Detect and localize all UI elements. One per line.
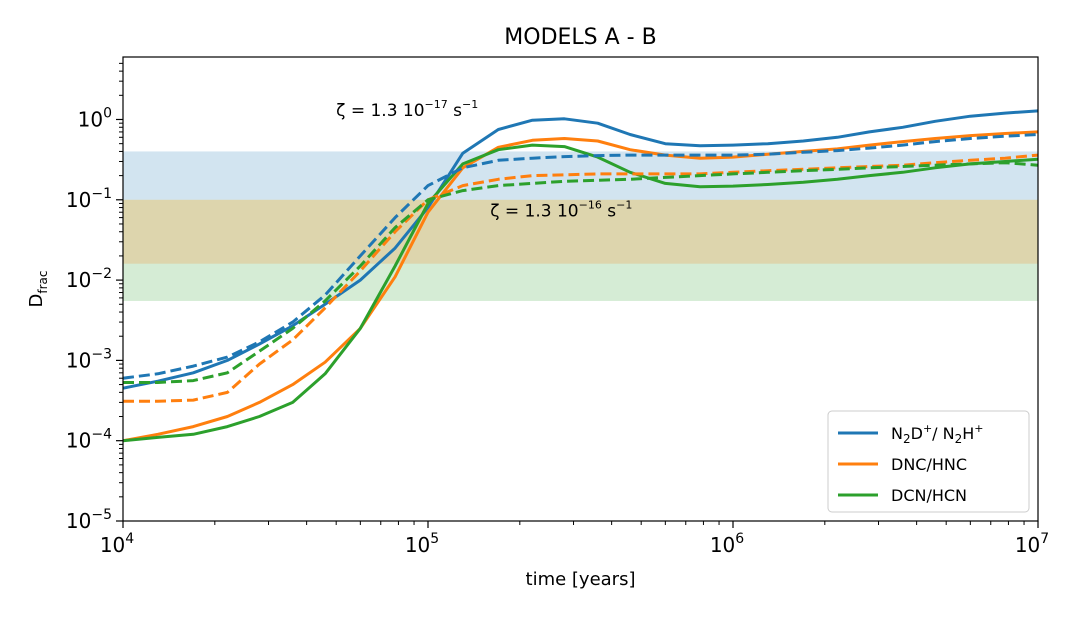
x-axis-ticks: 104 105 106 107 <box>100 521 1049 557</box>
y-tick-exponent: −2 <box>91 266 112 282</box>
y-axis-label-sub: frac <box>36 271 50 294</box>
series-line-3-solid <box>122 143 1039 443</box>
y-tick-base: 10 <box>66 348 91 372</box>
y-tick-label-1: 10−5 <box>66 507 112 533</box>
annotation-zeta-16: ζ = 1.3 10−16 s−1 <box>490 198 632 221</box>
legend-entry-2: DNC/HNC <box>838 455 967 474</box>
legend-entry-3: DCN/HCN <box>838 486 967 505</box>
x-tick-exponent: 7 <box>1040 531 1049 547</box>
series-line-2-solid <box>122 130 1039 443</box>
y-tick-base: 10 <box>66 509 91 533</box>
x-tick-label-1: 104 <box>100 531 134 557</box>
y-tick-label-4: 10−2 <box>66 266 112 292</box>
x-tick-exponent: 4 <box>125 531 134 547</box>
band-3 <box>123 199 1038 264</box>
y-tick-exponent: −3 <box>91 346 112 362</box>
legend-label-dcn: DCN/HCN <box>891 486 967 505</box>
x-tick-exponent: 5 <box>430 531 439 547</box>
y-tick-base: 10 <box>66 268 91 292</box>
x-tick-label-2: 105 <box>405 531 439 557</box>
series-line-5-dashed <box>123 153 1039 403</box>
y-tick-exponent: −5 <box>91 507 112 523</box>
y-tick-label-5: 10−1 <box>66 186 112 212</box>
legend-label-n2d: N2D+/ N2H+ <box>891 422 984 446</box>
x-tick-exponent: 6 <box>735 531 744 547</box>
x-tick-label-4: 107 <box>1015 531 1049 557</box>
y-tick-label-6: 100 <box>78 105 112 131</box>
x-axis-label: time [years] <box>526 569 636 590</box>
y-axis-label: Dfrac <box>26 271 50 308</box>
series-lines <box>122 109 1039 443</box>
series-line-6-dashed <box>123 161 1039 384</box>
legend-box <box>827 410 1030 513</box>
band-2 <box>123 199 1038 301</box>
legend: N2D+/ N2H+ DNC/HNC DCN/HCN <box>827 410 1030 513</box>
annotations: ζ = 1.3 10−17 s−1 ζ = 1.3 10−16 s−1 <box>336 98 632 221</box>
shaded-bands <box>123 151 1038 301</box>
band-1 <box>123 151 1038 200</box>
y-tick-base: 10 <box>66 188 91 212</box>
y-tick-exponent: −1 <box>91 186 112 202</box>
y-tick-base: 10 <box>78 107 103 131</box>
series-line-1-solid <box>122 109 1039 390</box>
legend-entry-1: N2D+/ N2H+ <box>838 422 984 446</box>
y-tick-base: 10 <box>66 429 91 453</box>
x-tick-label-3: 106 <box>710 531 744 557</box>
chart-title: MODELS A - B <box>504 25 656 50</box>
y-tick-exponent: 0 <box>103 105 112 121</box>
y-axis-label-base: D <box>26 294 47 308</box>
plot-frame <box>122 56 1039 522</box>
y-tick-label-2: 10−4 <box>66 427 112 453</box>
series-line-4-dashed <box>122 133 1039 380</box>
y-tick-label-3: 10−3 <box>66 346 112 372</box>
annotation-zeta-17: ζ = 1.3 10−17 s−1 <box>336 98 478 121</box>
y-tick-exponent: −4 <box>91 427 112 443</box>
legend-label-dnc: DNC/HNC <box>891 455 967 474</box>
